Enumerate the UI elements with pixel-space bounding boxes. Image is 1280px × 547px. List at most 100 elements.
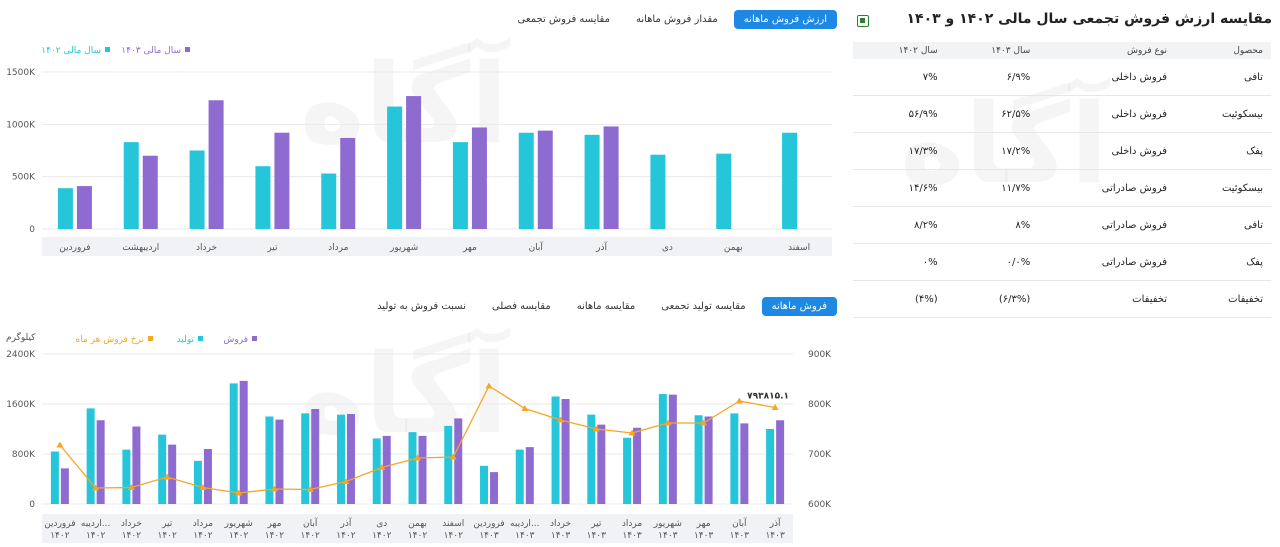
rate-point	[92, 484, 100, 491]
bar-sales	[490, 472, 499, 504]
cell-year-1403: ۱۷/۲%	[945, 132, 1039, 170]
bar-production	[301, 413, 310, 504]
rate-point	[735, 397, 743, 404]
column-header-sale-type: نوع فروش	[1038, 42, 1176, 59]
rate-point	[485, 382, 493, 389]
bar-production	[158, 434, 167, 504]
tab-cumulative-production[interactable]: مقایسه تولید تجمعی	[661, 301, 746, 312]
x-tick-label: فروردین	[44, 519, 75, 529]
table-row: تافی فروش صادراتی ۸% ۸/۲%	[853, 206, 1271, 244]
bar-sales	[525, 447, 534, 504]
cell-sale-type: فروش صادراتی	[1038, 243, 1176, 281]
x-tick-year-label: ۱۴۰۲	[336, 531, 356, 541]
x-tick-year-label: ۱۴۰۲	[50, 531, 70, 541]
rate-point	[199, 484, 207, 490]
excel-icon[interactable]	[857, 15, 869, 27]
tab-monthly-sales-value[interactable]: ارزش فروش ماهانه	[733, 10, 837, 29]
tab-cumulative-sales[interactable]: مقایسه فروش تجمعی	[517, 14, 610, 25]
x-tick-label: بهمن	[724, 243, 743, 253]
top-tabs: ارزش فروش ماهانه مقدار فروش ماهانه مقایس…	[508, 10, 837, 29]
tab-monthly-sales[interactable]: فروش ماهانه	[761, 297, 837, 316]
y-right-tick-label: 900K	[808, 350, 832, 360]
tab-sales-to-production[interactable]: نسبت فروش به تولید	[377, 301, 466, 312]
rate-point	[306, 486, 314, 492]
x-tick-label: دی	[662, 243, 673, 253]
cell-year-1402: ۰%	[853, 243, 946, 281]
rate-point	[414, 454, 421, 461]
x-tick-label: شهریور	[653, 519, 682, 529]
table-row: پفک فروش صادراتی ۰/۰% ۰%	[853, 243, 1271, 281]
cell-product: پفک	[1175, 243, 1271, 281]
y-tick-label: 1500K	[6, 68, 36, 78]
bar-sales	[346, 414, 355, 504]
x-tick-year-label: ۱۴۰۲	[444, 531, 464, 541]
y-axis-unit-label: کیلوگرم	[6, 331, 36, 343]
rate-point	[521, 405, 529, 411]
bar-sales	[776, 420, 785, 504]
rate-point	[449, 453, 457, 460]
rate-point	[56, 441, 64, 448]
monthly-sales-production-chart: فروش تولید نرخ فروش هر ماه کیلوگرم 0 800K 1600…	[6, 331, 832, 543]
cell-year-1403: ۱۱/۷%	[945, 169, 1039, 207]
cell-sale-type: فروش داخلی	[1038, 95, 1176, 133]
tab-monthly-sales-quantity[interactable]: مقدار فروش ماهانه	[635, 14, 718, 25]
cell-year-1402: (۴%)	[853, 280, 946, 318]
bar-sales	[275, 419, 284, 504]
cell-year-1403: ۶/۹%	[945, 59, 1039, 96]
cell-sale-type: فروش صادراتی	[1038, 169, 1176, 207]
bar-production	[336, 414, 345, 504]
rate-point	[628, 429, 636, 436]
x-tick-year-label: ۱۴۰۲	[229, 531, 249, 541]
cell-year-1402: ۸/۲%	[853, 206, 946, 244]
data-label: ۷۹۳۸۱۵.۱	[747, 392, 789, 402]
bar-production	[408, 432, 417, 504]
cell-sale-type: فروش داخلی	[1038, 59, 1176, 96]
tab-seasonal-comparison[interactable]: مقایسه فصلی	[491, 301, 551, 312]
x-tick-year-label: ۱۴۰۳	[479, 531, 499, 541]
legend-swatch	[185, 47, 190, 52]
legend-label: نرخ فروش هر ماه	[76, 335, 144, 345]
bar-sales	[382, 435, 391, 504]
x-tick-label: تیر	[161, 519, 173, 529]
x-tick-label: آذر	[769, 517, 781, 529]
bar-1402	[452, 142, 468, 229]
bar-production	[515, 449, 524, 504]
rate-point	[664, 419, 672, 426]
bar-sales	[704, 416, 713, 504]
x-tick-label: مهر	[696, 519, 711, 529]
x-tick-year-label: ۱۴۰۳	[622, 531, 642, 541]
tab-monthly-comparison[interactable]: مقایسه ماهانه	[576, 301, 636, 312]
legend-label: سال مالی ۱۴۰۲	[41, 46, 101, 56]
bar-1403	[208, 100, 224, 229]
bar-1402	[387, 106, 403, 229]
x-tick-label: فروردین	[59, 243, 90, 253]
bar-production	[587, 414, 596, 504]
bar-sales	[60, 468, 69, 504]
rate-point	[378, 464, 386, 470]
legend-label: سال مالی ۱۴۰۳	[121, 46, 181, 56]
x-tick-label: آبان	[303, 517, 318, 529]
cell-year-1403: ۶۲/۵%	[945, 95, 1039, 133]
bar-1402	[189, 150, 205, 229]
y-tick-label: 500K	[12, 173, 36, 183]
table-row: بیسکوئیت فروش داخلی ۶۲/۵% ۵۶/۹%	[853, 95, 1271, 133]
y-right-tick-label: 700K	[808, 450, 832, 460]
x-tick-label: بهمن	[408, 519, 427, 529]
table-row: پفک فروش داخلی ۱۷/۲% ۱۷/۳%	[853, 132, 1271, 170]
table-header-row: محصول نوع فروش سال ۱۴۰۳ سال ۱۴۰۲	[853, 42, 1271, 59]
bar-production	[193, 460, 202, 504]
column-header-product: محصول	[1175, 42, 1271, 59]
bar-1402	[123, 142, 139, 229]
bar-sales	[168, 444, 177, 504]
panel-title: مقایسه ارزش فروش تجمعی سال مالی ۱۴۰۲ و ۱…	[906, 11, 1272, 27]
bar-sales	[633, 427, 642, 504]
x-axis-band	[42, 237, 832, 256]
x-tick-label: آذر	[340, 517, 352, 529]
bar-production	[86, 408, 95, 504]
bar-1403	[537, 130, 553, 229]
bottom-tabs: فروش ماهانه مقایسه تولید تجمعی مقایسه ما…	[367, 297, 837, 316]
x-tick-year-label: ۱۴۰۳	[730, 531, 750, 541]
bar-sales	[668, 394, 677, 504]
x-tick-label: خرداد	[550, 519, 571, 529]
monthly-sales-value-chart: سال مالی ۱۴۰۳ سال مالی ۱۴۰۲ 0 500K 1000K 1500…	[6, 46, 832, 256]
